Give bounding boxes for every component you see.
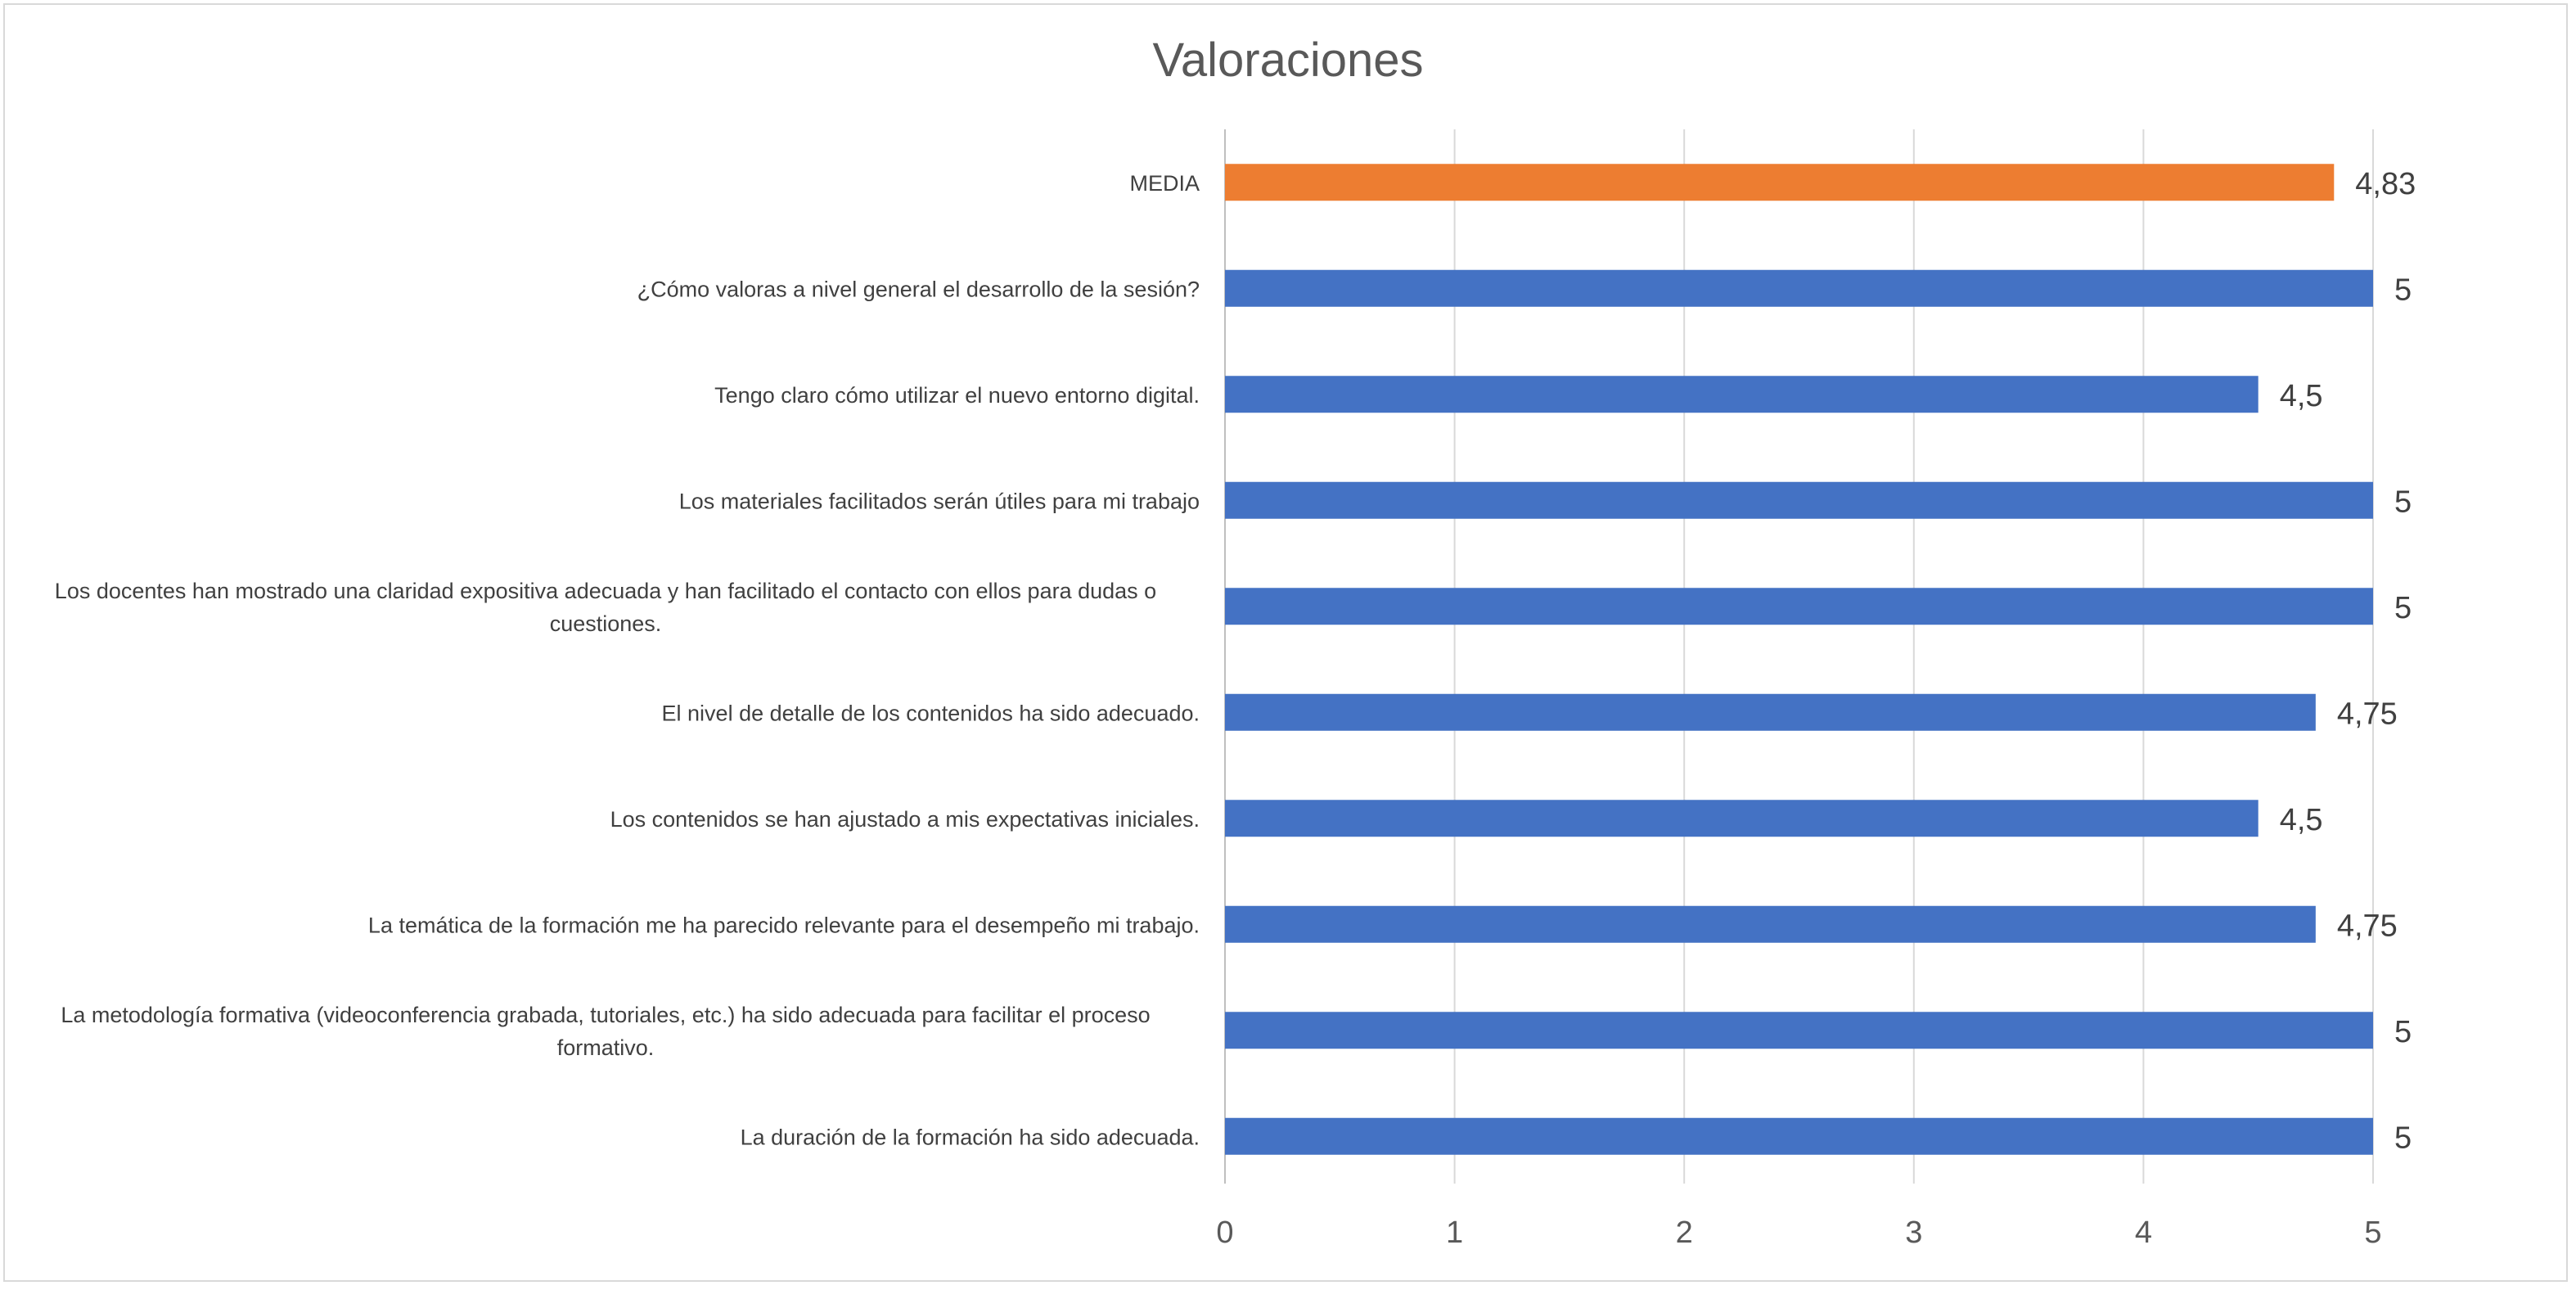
category-label-line: Los docentes han mostrado una claridad e… <box>55 579 1156 603</box>
bar <box>1225 905 2316 943</box>
category-label-line: La metodología formativa (videoconferenc… <box>61 1003 1150 1027</box>
data-label: 4,5 <box>2280 379 2323 413</box>
data-label: 5 <box>2394 273 2412 307</box>
data-label: 5 <box>2394 1121 2412 1155</box>
category-label: El nivel de detalle de los contenidos ha… <box>662 701 1200 725</box>
category-label-line: El nivel de detalle de los contenidos ha… <box>662 701 1200 725</box>
category-label: ¿Cómo valoras a nivel general el desarro… <box>637 277 1200 301</box>
data-label: 4,75 <box>2337 697 2398 731</box>
data-label: 4,83 <box>2355 167 2416 201</box>
x-tick-label: 4 <box>2135 1216 2152 1250</box>
category-label: Los materiales facilitados serán útiles … <box>679 489 1200 513</box>
category-label: Tengo claro cómo utilizar el nuevo entor… <box>714 383 1200 408</box>
category-label: Los docentes han mostrado una claridad e… <box>55 579 1156 636</box>
data-label: 5 <box>2394 1015 2412 1049</box>
bar <box>1225 164 2335 201</box>
category-label-line: Tengo claro cómo utilizar el nuevo entor… <box>714 383 1200 408</box>
category-label: Los contenidos se han ajustado a mis exp… <box>610 807 1200 832</box>
data-label: 5 <box>2394 485 2412 519</box>
bar <box>1225 269 2373 307</box>
category-label-line: MEDIA <box>1129 171 1200 196</box>
bar <box>1225 1012 2373 1049</box>
category-label-line: ¿Cómo valoras a nivel general el desarro… <box>637 277 1200 301</box>
x-tick-label: 5 <box>2364 1216 2381 1250</box>
bar <box>1225 693 2316 731</box>
bar <box>1225 481 2373 519</box>
category-label: La temática de la formación me ha pareci… <box>368 913 1200 937</box>
bar <box>1225 800 2259 837</box>
chart-title: Valoraciones <box>1152 34 1424 87</box>
category-label-line: formativo. <box>557 1035 655 1060</box>
category-label-line: La duración de la formación ha sido adec… <box>741 1125 1200 1149</box>
data-label: 5 <box>2394 591 2412 625</box>
x-tick-label: 1 <box>1446 1216 1463 1250</box>
bar <box>1225 1117 2373 1155</box>
category-label-line: cuestiones. <box>550 611 662 636</box>
data-label: 4,5 <box>2280 803 2323 837</box>
bar <box>1225 376 2259 413</box>
category-label-line: Los materiales facilitados serán útiles … <box>679 489 1200 513</box>
category-label: La metodología formativa (videoconferenc… <box>61 1003 1150 1060</box>
category-label: La duración de la formación ha sido adec… <box>741 1125 1200 1149</box>
x-tick-label: 0 <box>1216 1216 1233 1250</box>
x-tick-label: 2 <box>1676 1216 1693 1250</box>
category-label-line: Los contenidos se han ajustado a mis exp… <box>610 807 1200 832</box>
category-label-line: La temática de la formación me ha pareci… <box>368 913 1200 937</box>
category-label: MEDIA <box>1129 171 1200 196</box>
chart-frame <box>3 3 2568 1282</box>
bar <box>1225 588 2373 625</box>
x-tick-label: 3 <box>1905 1216 1922 1250</box>
data-label: 4,75 <box>2337 909 2398 943</box>
